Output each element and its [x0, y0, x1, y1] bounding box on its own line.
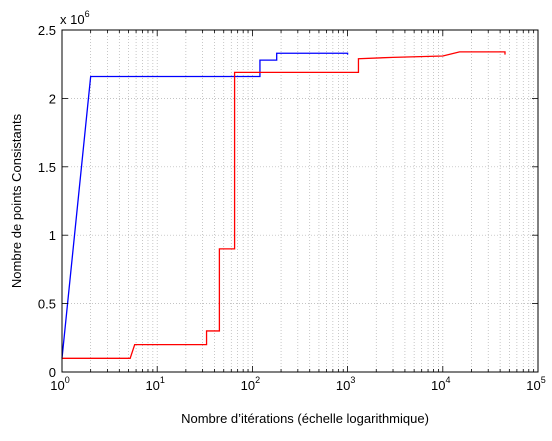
y-tick-label: 1.5: [38, 160, 56, 175]
y-multiplier-base: x 10: [60, 12, 85, 27]
x-tick-label-exponent: 4: [446, 375, 451, 385]
x-tick-label-base: 10: [526, 378, 540, 393]
grid: [62, 30, 538, 372]
x-tick-label: 102: [241, 375, 260, 393]
y-axis-label: Nombre de points Consistants: [9, 113, 24, 288]
x-tick-label-exponent: 3: [350, 375, 355, 385]
x-tick-label: 101: [145, 375, 164, 393]
y-tick-label: 2.5: [38, 23, 56, 38]
x-tick-label-exponent: 1: [160, 375, 165, 385]
x-tick-label-base: 10: [241, 378, 255, 393]
plot-frame: [61, 29, 539, 373]
series-layer: [61, 51, 506, 359]
x-tick-label-exponent: 2: [255, 375, 260, 385]
x-tick-label: 105: [526, 375, 545, 393]
x-tick-label-base: 10: [336, 378, 350, 393]
y-multiplier-label: x 106: [60, 9, 90, 27]
x-axis-label: Nombre d’itérations (échelle logarithmiq…: [181, 411, 429, 426]
y-tick-label: 1: [49, 228, 56, 243]
x-tick-label: 103: [336, 375, 355, 393]
y-tick-label: 2: [49, 91, 56, 106]
x-tick-label: 104: [431, 375, 450, 393]
series-line-2: [62, 51, 506, 359]
x-tick-label-base: 10: [145, 378, 159, 393]
x-tick-label-exponent: 0: [65, 375, 70, 385]
x-tick-label-base: 10: [50, 378, 64, 393]
x-tick-label-exponent: 5: [541, 375, 546, 385]
y-multiplier-exponent: 6: [85, 9, 90, 19]
y-tick-label: 0: [49, 365, 56, 380]
x-tick-label: 100: [50, 375, 69, 393]
series-line-1: [61, 52, 349, 359]
y-tick-label: 0.5: [38, 297, 56, 312]
x-tick-label-base: 10: [431, 378, 445, 393]
